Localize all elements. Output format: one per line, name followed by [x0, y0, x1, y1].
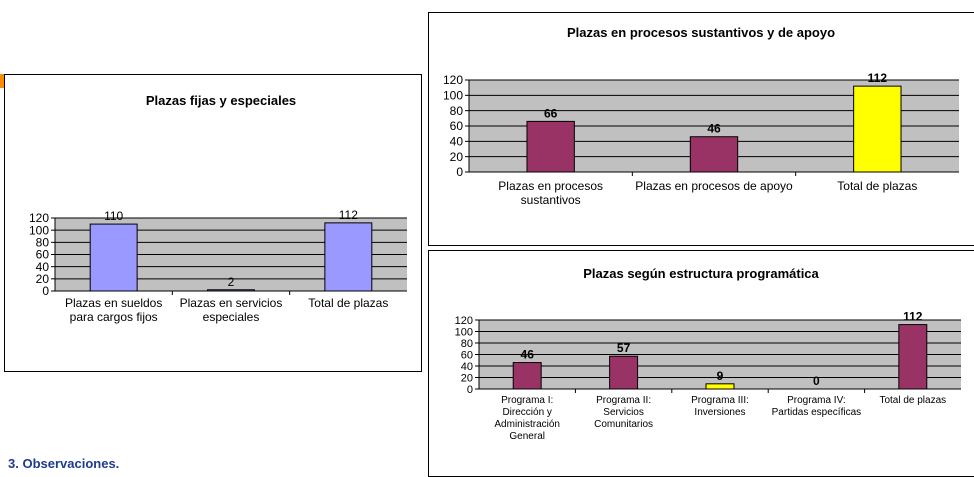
- bar: [89, 223, 138, 292]
- y-tick-label: 120: [443, 73, 463, 87]
- y-tick-label: 0: [456, 165, 463, 179]
- y-tick-label: 20: [450, 150, 464, 164]
- y-tick-label: 100: [443, 89, 463, 103]
- y-tick-label: 100: [455, 326, 473, 338]
- data-label: 2: [228, 275, 235, 289]
- category-label: Plazas en procesos sustantivos: [498, 179, 603, 207]
- data-label: 9: [717, 369, 724, 383]
- y-tick-label: 60: [461, 349, 473, 361]
- y-tick-label: 40: [36, 260, 50, 274]
- y-tick-label: 80: [36, 236, 50, 250]
- chart-plazas-estructura-svg: Plazas según estructura programática 020…: [455, 266, 961, 442]
- chart-plazas-fijas-svg: Plazas fijas y especiales 02040608010012…: [29, 93, 407, 324]
- data-label: 46: [707, 122, 721, 136]
- bar: [898, 324, 928, 390]
- category-label: Plazas en procesos de apoyo: [635, 179, 793, 193]
- data-label: 112: [339, 208, 358, 222]
- y-tick-label: 0: [42, 284, 49, 298]
- category-label: Programa II: Servicios Comunitarios: [594, 395, 653, 430]
- bar: [853, 85, 902, 173]
- bar: [324, 222, 373, 292]
- y-tick-label: 40: [450, 135, 464, 149]
- y-tick-label: 80: [461, 338, 473, 350]
- chart-plazas-estructura: Plazas según estructura programática 0 20…: [428, 250, 974, 477]
- category-label: Plazas en sueldos para cargos fijos: [65, 296, 162, 324]
- data-label: 110: [104, 209, 123, 223]
- category-label: Plazas en servicios especiales: [180, 296, 283, 324]
- category-label: Total de plazas: [879, 395, 946, 406]
- data-label: 46: [521, 348, 535, 362]
- bar: [705, 383, 735, 390]
- bar: [207, 289, 255, 292]
- data-label: 0: [813, 374, 820, 388]
- y-tick-label: 60: [36, 248, 50, 262]
- chart-title: Plazas según estructura programática: [583, 266, 819, 281]
- y-tick-label: 40: [461, 361, 473, 373]
- bar: [609, 355, 639, 390]
- y-tick-label: 120: [455, 315, 473, 327]
- data-label: 57: [617, 341, 631, 355]
- y-tick-label: 80: [450, 104, 464, 118]
- section-heading-observaciones: 3. Observaciones.: [8, 456, 120, 471]
- y-tick-label: 20: [36, 272, 50, 286]
- bar: [689, 136, 739, 173]
- y-tick-label: 0: [467, 384, 473, 396]
- category-label: Total de plazas: [308, 296, 388, 310]
- category-label: Programa III: Inversiones: [691, 395, 749, 418]
- y-tick-label: 20: [461, 372, 473, 384]
- y-tick-label: 100: [29, 223, 49, 237]
- chart-plazas-fijas: Plazas fijas y especiales 0 20 40 60 80 100 12…: [4, 74, 422, 372]
- chart-title: Plazas fijas y especiales: [146, 93, 296, 108]
- bar: [512, 362, 542, 390]
- data-label: 66: [544, 106, 558, 120]
- category-label: Total de plazas: [837, 179, 917, 193]
- category-label: Programa I: Dirección y Administración Gene…: [494, 395, 560, 442]
- data-label: 112: [868, 71, 888, 85]
- chart-plazas-procesos: Plazas en procesos sustantivos y de apoy…: [428, 12, 974, 246]
- category-label: Programa IV: Partidas específicas: [772, 395, 862, 418]
- bar: [526, 120, 575, 173]
- chart-title: Plazas en procesos sustantivos y de apoy…: [567, 25, 835, 40]
- data-label: 112: [903, 310, 923, 324]
- y-tick-label: 60: [450, 119, 464, 133]
- left-edge-marker: [0, 74, 4, 88]
- y-tick-label: 120: [29, 211, 49, 225]
- chart-plazas-procesos-svg: Plazas en procesos sustantivos y de apoy…: [443, 25, 959, 207]
